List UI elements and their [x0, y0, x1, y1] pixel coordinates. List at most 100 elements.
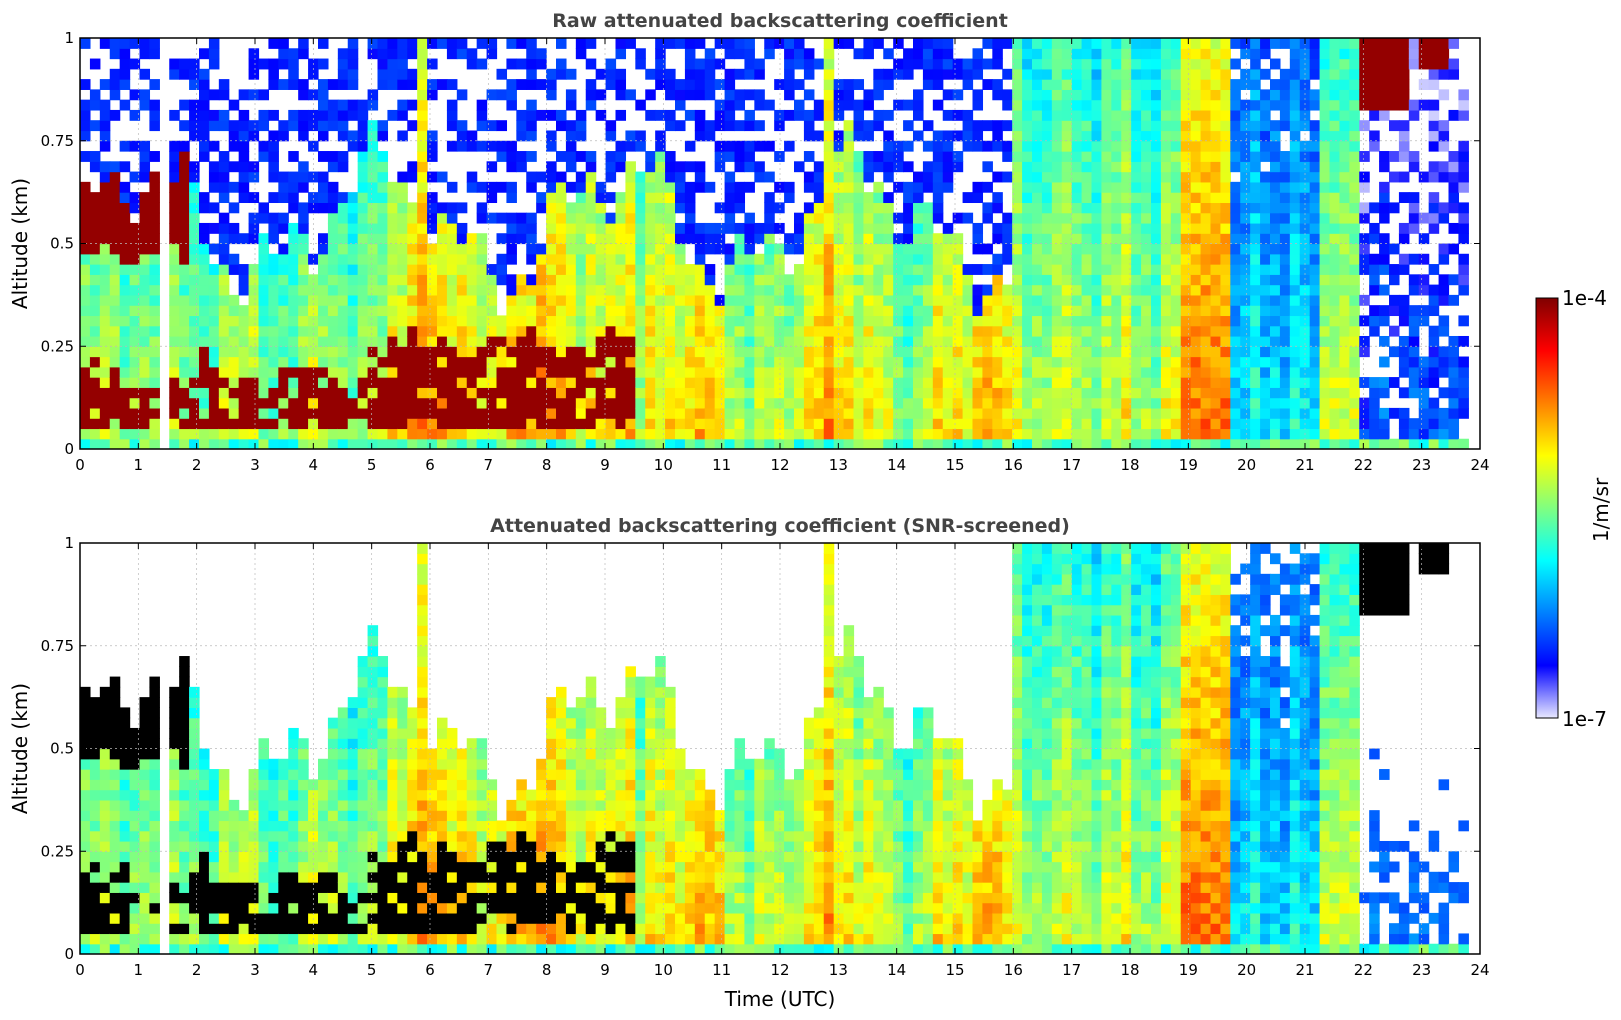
heatmap-cell — [268, 335, 279, 347]
heatmap-cell — [992, 202, 1003, 214]
heatmap-cell — [1041, 274, 1053, 286]
heatmap-cell — [823, 335, 835, 347]
heatmap-cell — [179, 294, 190, 306]
heatmap-cell — [645, 346, 656, 358]
heatmap-cell — [684, 274, 696, 286]
heatmap-cell — [119, 892, 131, 904]
heatmap-cell — [89, 89, 101, 101]
heatmap-cell — [913, 109, 924, 121]
heatmap-cell — [972, 243, 984, 255]
heatmap-cell — [417, 120, 428, 132]
heatmap-cell — [1418, 58, 1430, 70]
heatmap-cell — [734, 99, 746, 111]
heatmap-cell — [109, 851, 121, 863]
heatmap-cell — [714, 315, 726, 327]
heatmap-cell — [942, 387, 954, 399]
heatmap-cell — [466, 315, 478, 327]
heatmap-cell — [1279, 161, 1291, 173]
heatmap-cell — [823, 366, 835, 378]
heatmap-cell — [1180, 151, 1192, 162]
heatmap-cell — [1160, 294, 1172, 306]
heatmap-cell — [724, 407, 736, 419]
heatmap-cell — [288, 397, 299, 409]
heatmap-cell — [139, 840, 151, 852]
heatmap-cell — [208, 387, 220, 399]
heatmap-cell — [1210, 356, 1222, 368]
heatmap-cell — [89, 161, 101, 173]
heatmap-cell — [149, 79, 160, 90]
heatmap-cell — [1339, 428, 1350, 440]
heatmap-cell — [1032, 366, 1043, 378]
heatmap-cell — [446, 438, 458, 449]
heatmap-cell — [1329, 109, 1341, 121]
heatmap-cell — [248, 192, 260, 204]
heatmap-cell — [833, 315, 845, 327]
heatmap-cell — [962, 140, 974, 152]
heatmap-cell — [1180, 366, 1192, 378]
heatmap-cell — [377, 171, 389, 183]
heatmap-cell — [565, 68, 577, 80]
heatmap-cell — [982, 38, 993, 49]
heatmap-cell — [526, 346, 537, 358]
heatmap-cell — [1081, 315, 1093, 327]
heatmap-cell — [516, 58, 527, 70]
heatmap-cell — [357, 222, 369, 234]
heatmap-cell — [1170, 428, 1182, 440]
heatmap-cell — [1379, 428, 1390, 440]
heatmap-cell — [764, 346, 775, 358]
heatmap-cell — [952, 387, 964, 399]
heatmap-cell — [129, 305, 141, 317]
heatmap-cell — [1220, 243, 1231, 255]
heatmap-cell — [437, 264, 448, 275]
heatmap-cell — [1428, 294, 1440, 306]
heatmap-cell — [605, 346, 617, 358]
heatmap-cell — [1101, 294, 1112, 306]
heatmap-cell — [327, 202, 339, 214]
heatmap-cell — [367, 387, 379, 399]
heatmap-cell — [526, 284, 537, 296]
heatmap-cell — [556, 171, 567, 183]
heatmap-cell — [129, 871, 141, 883]
heatmap-cell — [80, 346, 91, 358]
heatmap-cell — [1369, 222, 1380, 234]
heatmap-cell — [1289, 428, 1301, 440]
heatmap-cell — [1061, 48, 1073, 60]
heatmap-cell — [1260, 377, 1271, 388]
heatmap-cell — [417, 140, 428, 152]
heatmap-cell — [982, 305, 993, 317]
heatmap-cell — [546, 264, 557, 275]
heatmap-cell — [605, 366, 617, 378]
heatmap-cell — [1032, 68, 1043, 80]
heatmap-cell — [89, 738, 101, 750]
heatmap-cell — [1289, 130, 1301, 142]
heatmap-cell — [248, 161, 260, 173]
heatmap-cell — [536, 315, 547, 327]
heatmap-cell — [1220, 407, 1231, 419]
heatmap-cell — [80, 79, 91, 90]
heatmap-cell — [932, 68, 944, 80]
heatmap-cell — [982, 418, 993, 430]
heatmap-cell — [704, 305, 716, 317]
heatmap-cell — [1279, 387, 1291, 399]
heatmap-cell — [615, 428, 627, 440]
heatmap-cell — [1101, 377, 1112, 388]
heatmap-cell — [1279, 212, 1291, 224]
heatmap-cell — [89, 325, 101, 337]
heatmap-cell — [1289, 140, 1301, 152]
heatmap-cell — [1270, 58, 1281, 70]
heatmap-cell — [1270, 325, 1281, 337]
heatmap-cell — [486, 438, 498, 449]
chart-title-screened: Attenuated backscattering coefficient (S… — [490, 515, 1070, 537]
heatmap-cell — [407, 264, 418, 275]
heatmap-cell — [1309, 418, 1321, 430]
heatmap-cell — [1359, 346, 1370, 358]
heatmap-cell — [803, 407, 815, 419]
heatmap-cell — [347, 438, 359, 449]
heatmap-cell — [1002, 171, 1013, 183]
heatmap-cell — [1448, 274, 1460, 286]
heatmap-cell — [258, 418, 270, 430]
heatmap-cell — [903, 418, 914, 430]
heatmap-cell — [308, 366, 319, 378]
heatmap-cell — [972, 99, 984, 111]
heatmap-cell — [853, 222, 865, 234]
